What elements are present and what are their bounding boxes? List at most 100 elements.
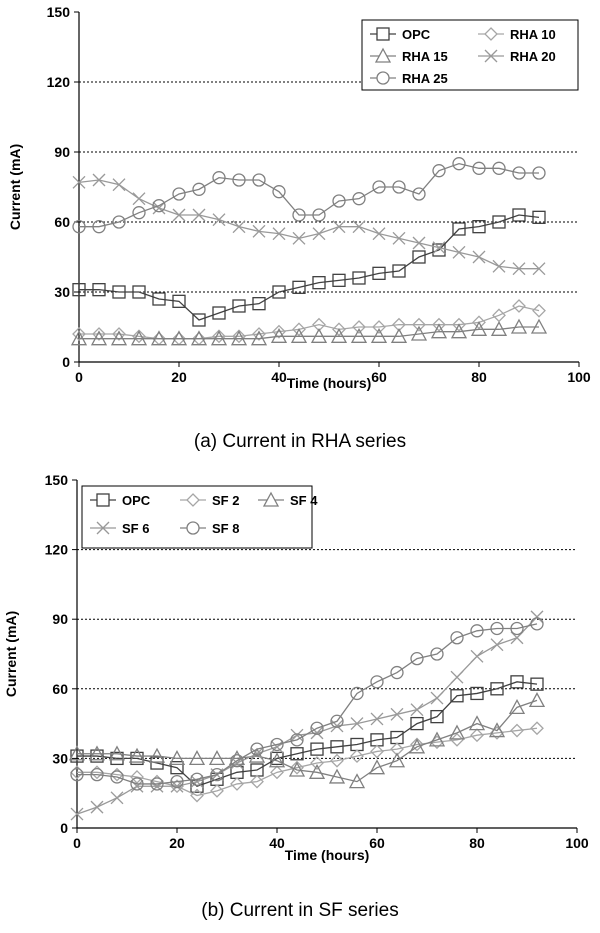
y-tick-label: 150 (45, 472, 69, 488)
series-line (79, 214, 540, 321)
data-point (430, 709, 444, 724)
series-line (77, 623, 538, 785)
data-point (372, 227, 386, 241)
chart-caption: (a) Current in RHA series (194, 431, 406, 452)
data-point (252, 173, 266, 187)
data-point (150, 779, 164, 793)
legend-marker (376, 27, 390, 41)
data-point (212, 306, 226, 320)
data-point (170, 774, 184, 789)
data-point (470, 686, 484, 701)
data-point (270, 737, 284, 752)
data-point (310, 721, 324, 735)
data-point (230, 777, 244, 791)
legend-marker (262, 491, 280, 507)
data-point (452, 157, 466, 171)
legend-marker (96, 521, 110, 535)
legend-label: RHA 10 (510, 27, 556, 42)
data-point (172, 294, 186, 308)
data-point (130, 751, 144, 766)
data-point (490, 320, 508, 336)
x-axis-label: Time (hours) (287, 375, 372, 391)
data-point (310, 756, 324, 770)
data-point (192, 182, 206, 196)
data-point (192, 313, 206, 327)
legend-marker (374, 47, 392, 63)
x-tick-label: 60 (369, 835, 385, 851)
legend: OPC SF 2 SF 4 SF 6 SF 8 (81, 485, 318, 549)
data-point (230, 330, 248, 346)
data-point (212, 213, 226, 227)
data-point (132, 329, 146, 344)
data-point (250, 774, 264, 789)
data-point (490, 638, 504, 652)
data-point (452, 222, 466, 236)
data-point (352, 320, 366, 334)
x-tick-label: 80 (469, 835, 485, 851)
data-point (488, 722, 506, 738)
series-line (77, 727, 538, 797)
data-point (132, 285, 146, 299)
data-point (472, 315, 486, 330)
series-rha-15 (70, 318, 548, 346)
data-point (470, 624, 484, 638)
data-point (132, 206, 146, 220)
legend-label: OPC (122, 493, 151, 508)
data-point (110, 791, 124, 805)
data-point (172, 187, 186, 201)
data-point (292, 322, 306, 337)
data-point (330, 714, 344, 728)
data-point (192, 208, 206, 222)
data-point (468, 715, 486, 731)
data-point (288, 761, 306, 777)
data-point (328, 768, 346, 784)
data-point (390, 665, 404, 680)
data-point (228, 750, 246, 766)
data-point (510, 621, 524, 636)
series-opc (72, 208, 546, 327)
data-point (190, 775, 204, 789)
y-axis-label: Current (mA) (7, 144, 23, 230)
data-point (70, 330, 88, 346)
legend-marker (484, 27, 498, 41)
data-point (372, 266, 386, 280)
data-point (72, 327, 86, 341)
x-tick-label: 100 (565, 835, 589, 851)
y-tick-label: 0 (60, 820, 68, 836)
data-point (72, 220, 86, 234)
data-point (450, 323, 468, 339)
data-point (472, 250, 486, 264)
data-point (350, 327, 368, 343)
data-point (292, 208, 306, 222)
data-point (252, 297, 266, 311)
data-point (230, 754, 244, 768)
data-point (370, 744, 384, 759)
data-point (348, 773, 366, 789)
data-point (528, 692, 546, 708)
data-point (268, 752, 286, 768)
data-point (250, 747, 264, 761)
x-tick-label: 40 (271, 369, 287, 385)
data-point (370, 712, 384, 726)
data-point (392, 264, 406, 278)
y-tick-label: 90 (52, 611, 68, 627)
legend-marker (186, 493, 200, 507)
data-point (350, 749, 364, 763)
legend-item: RHA 15 (370, 47, 448, 64)
data-point (112, 285, 126, 299)
data-point (450, 631, 464, 645)
data-point (212, 329, 226, 344)
data-point (452, 317, 466, 332)
data-point (112, 327, 126, 341)
data-point (530, 610, 544, 624)
data-point (330, 740, 344, 754)
x-tick-label: 20 (171, 369, 187, 385)
data-point (72, 175, 86, 189)
data-point (372, 180, 386, 194)
data-point (190, 779, 204, 793)
data-point (290, 327, 308, 343)
data-point (90, 800, 104, 814)
data-point (190, 772, 204, 786)
data-point (510, 675, 524, 689)
